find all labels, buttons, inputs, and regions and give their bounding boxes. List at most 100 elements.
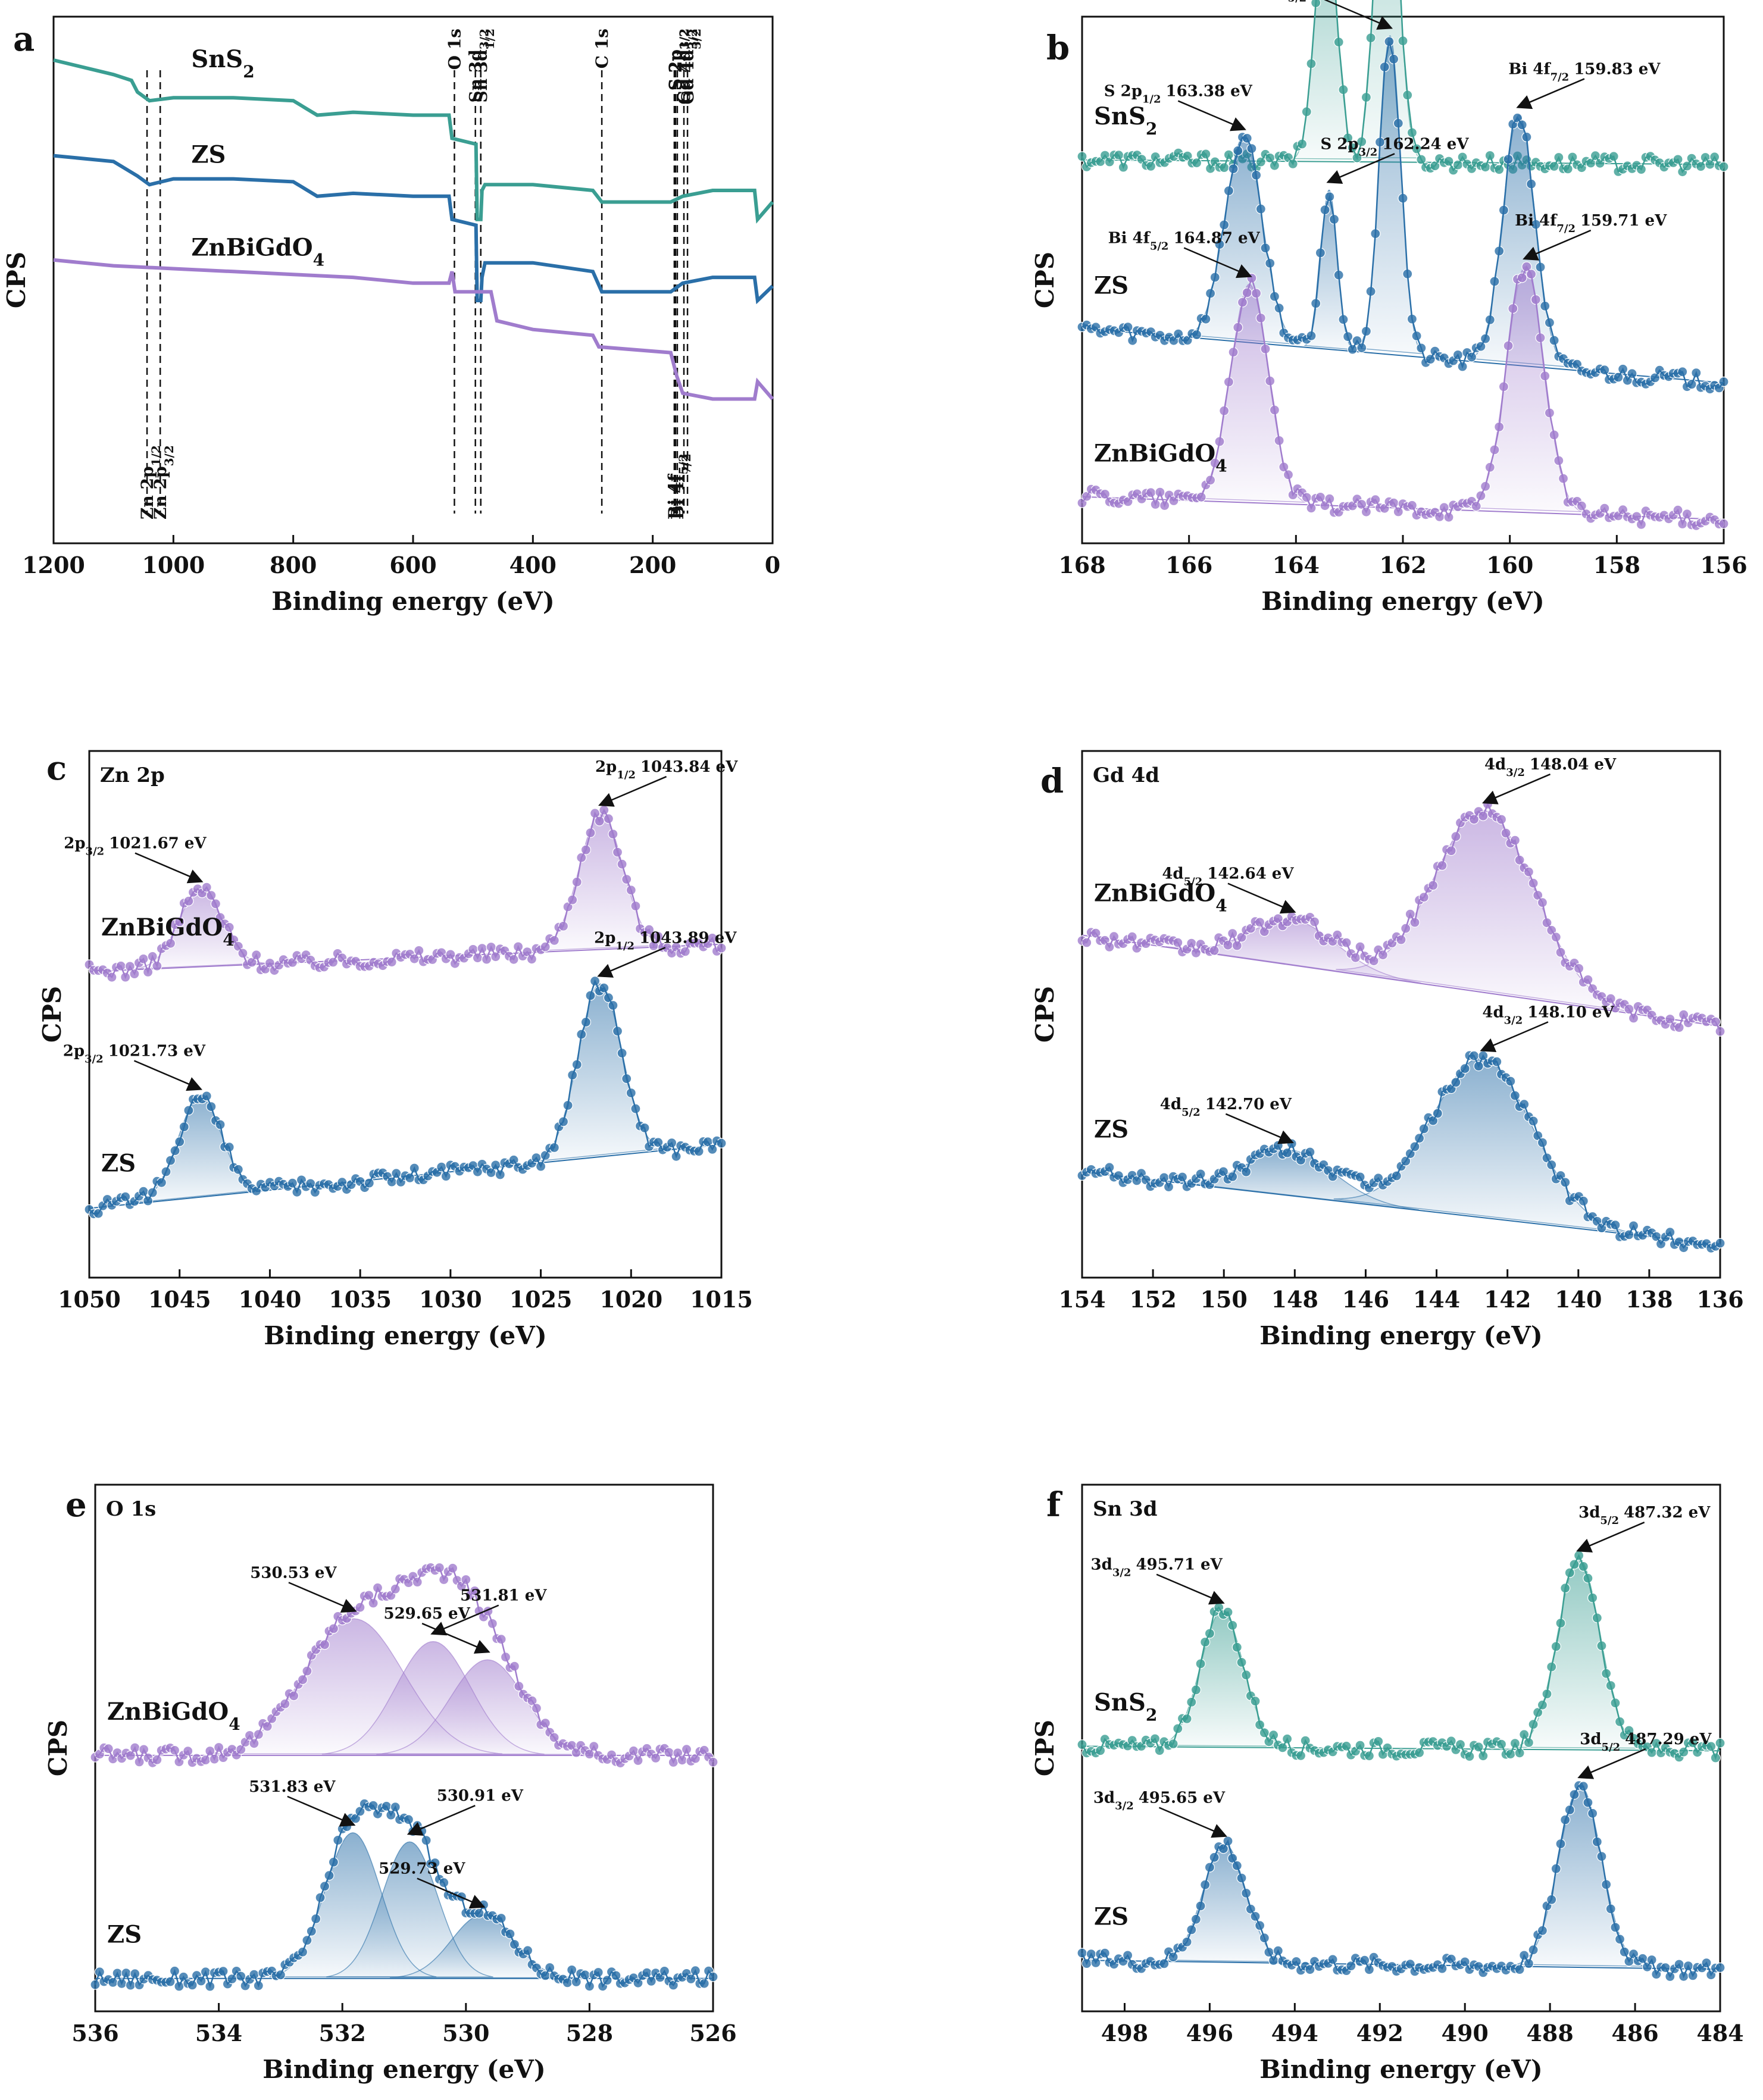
- x-tick-label: 498: [1101, 2020, 1148, 2046]
- panel-f-sn3d-spectrum: 498 496 494 492 490 488 486 484 Binding energy (…: [1030, 1484, 1744, 2084]
- reference-line-label: C 1s: [592, 29, 612, 68]
- y-axis-title: CPS: [1030, 1720, 1059, 1776]
- x-tick-label: 1020: [599, 1286, 662, 1313]
- peak-annotation: 3d5/2 487.29 eV: [1580, 1730, 1712, 1754]
- annotation-arrow: [430, 1604, 499, 1636]
- series-label: ZS: [1094, 1116, 1129, 1144]
- series-ZnBiGdO4: [90, 1562, 718, 1769]
- reference-line-label: S 2p3/2: [666, 29, 692, 90]
- x-tick-label: 200: [629, 552, 676, 578]
- panel-title: Zn 2p: [100, 763, 165, 787]
- peak-annotation: S 2p3/2 162.24 eV: [1321, 135, 1470, 158]
- x-tick-label: 136: [1696, 1286, 1743, 1313]
- x-tick-label: 1035: [329, 1286, 392, 1313]
- panel-letter: a: [13, 20, 35, 59]
- reference-line-label: Gd 4d3/2: [674, 29, 700, 104]
- x-axis-title: Binding energy (eV): [1259, 1321, 1542, 1350]
- x-tick-label: 0: [765, 552, 780, 578]
- background-line: [1081, 1745, 1721, 1752]
- plot-frame: [94, 1484, 714, 2013]
- reference-line-label: O 1s: [445, 29, 464, 70]
- reference-line-label: Bi 4f7/2: [668, 453, 693, 519]
- envelope-line: [89, 979, 722, 1215]
- peak-annotation: 2p3/2 1021.67 eV: [64, 835, 207, 858]
- y-axis-title: CPS: [1030, 252, 1059, 308]
- annotation-arrow: [1177, 100, 1246, 132]
- x-tick-label: 1025: [509, 1286, 573, 1313]
- y-axis-title: CPS: [2, 252, 31, 308]
- peak-annotation: 531.81 eV: [460, 1587, 547, 1605]
- y-axis-title: CPS: [1030, 986, 1059, 1043]
- x-tick-label: 400: [509, 552, 557, 578]
- envelope-line: [1081, 1785, 1721, 1979]
- x-tick-label: 492: [1356, 2020, 1403, 2046]
- panel-title: Sn 3d: [1093, 1497, 1158, 1521]
- annotation-arrow: [1480, 1021, 1549, 1053]
- x-tick-label: 154: [1058, 1286, 1105, 1313]
- series-label: ZS: [107, 1921, 142, 1949]
- annotation-arrow: [597, 947, 666, 978]
- x-tick-label: 494: [1271, 2020, 1318, 2046]
- panel-d-gd4d-spectrum: 154 152 150 148 146 144 142 140 138 136 Binding en…: [1030, 750, 1744, 1350]
- peak-annotation: 4d5/2 142.70 eV: [1160, 1096, 1292, 1119]
- peak-annotation: 530.91 eV: [437, 1787, 524, 1805]
- x-tick-label: 150: [1201, 1286, 1248, 1313]
- envelope-line: [1081, 265, 1724, 527]
- series-label: ZnBiGdO4: [101, 913, 235, 950]
- fit-peak: [1333, 1057, 1632, 1234]
- panel-e-o1s-spectrum: 536 534 532 530 528 526 Binding energy (eV) CPS…: [43, 1484, 737, 2084]
- peak-annotation: 2p1/2 1043.89 eV: [594, 929, 737, 952]
- series-label: ZnBiGdO4: [191, 233, 324, 270]
- x-axis-title: Binding energy (eV): [271, 587, 554, 616]
- panel-letter: c: [46, 749, 67, 788]
- peak-annotation: 3d3/2 495.65 eV: [1093, 1789, 1226, 1813]
- panel-b-s2p-bi4f-spectrum: 168 166 164 162 160 158 156 Binding energy (eV)…: [1030, 0, 1748, 616]
- x-axis-title: Binding energy (eV): [262, 2055, 545, 2084]
- series-ZnBiGdO4: [53, 258, 774, 401]
- fit-peak: [534, 983, 665, 1162]
- annotation-arrow: [417, 1877, 486, 1909]
- x-tick-label: 168: [1058, 552, 1105, 578]
- peak-annotation: 530.53 eV: [250, 1564, 337, 1582]
- x-axis-title: Binding energy (eV): [1259, 2055, 1542, 2084]
- series-ZS: [1077, 1050, 1726, 1253]
- reference-line-label: Zn 2p3/2: [151, 445, 176, 519]
- panel-c-zn2p-spectrum: 1050 1045 1040 1035 1030 1025 1020 1015 Binding …: [37, 749, 753, 1350]
- x-tick-label: 484: [1696, 2020, 1743, 2046]
- panel-letter: f: [1046, 1485, 1063, 1525]
- x-tick-label: 162: [1379, 552, 1426, 578]
- series-ZnBiGdO4: [84, 805, 727, 982]
- x-tick-label: 164: [1273, 552, 1320, 578]
- envelope-line: [89, 808, 722, 979]
- series-label: ZS: [191, 141, 226, 169]
- peak-annotation: 4d3/2 148.04 eV: [1484, 756, 1617, 779]
- x-tick-label: 536: [71, 2020, 118, 2046]
- envelope-line: [1081, 1054, 1721, 1249]
- peak-annotation: Bi 4f5/2 164.87 eV: [1108, 230, 1261, 253]
- x-tick-label: 1030: [419, 1286, 482, 1313]
- x-tick-label: 1040: [239, 1286, 302, 1313]
- panel-letter: b: [1046, 29, 1070, 68]
- x-tick-label: 496: [1186, 2020, 1233, 2046]
- annotation-arrow: [1326, 153, 1395, 184]
- series-ZS: [53, 154, 774, 305]
- panel-title: Gd 4d: [1093, 763, 1159, 787]
- series-ZnBiGdO4: [1077, 799, 1726, 1037]
- peak-annotation: 529.65 eV: [383, 1605, 470, 1623]
- annotation-arrow: [288, 1582, 357, 1613]
- x-tick-label: 528: [566, 2020, 613, 2046]
- x-tick-label: 488: [1526, 2020, 1573, 2046]
- peak-annotation: 531.83 eV: [249, 1778, 336, 1796]
- series-label: ZS: [1094, 272, 1129, 300]
- peak-annotation: 4d5/2 142.64 eV: [1162, 865, 1294, 888]
- x-tick-label: 600: [389, 552, 436, 578]
- panel-title: O 1s: [106, 1497, 156, 1521]
- annotation-arrow: [1156, 1573, 1225, 1605]
- envelope-line: [1081, 802, 1721, 1032]
- annotation-arrow: [1577, 1748, 1646, 1779]
- series-ZS: [1077, 1780, 1726, 1982]
- series-ZS: [84, 976, 727, 1219]
- series-label: ZnBiGdO4: [107, 1698, 240, 1734]
